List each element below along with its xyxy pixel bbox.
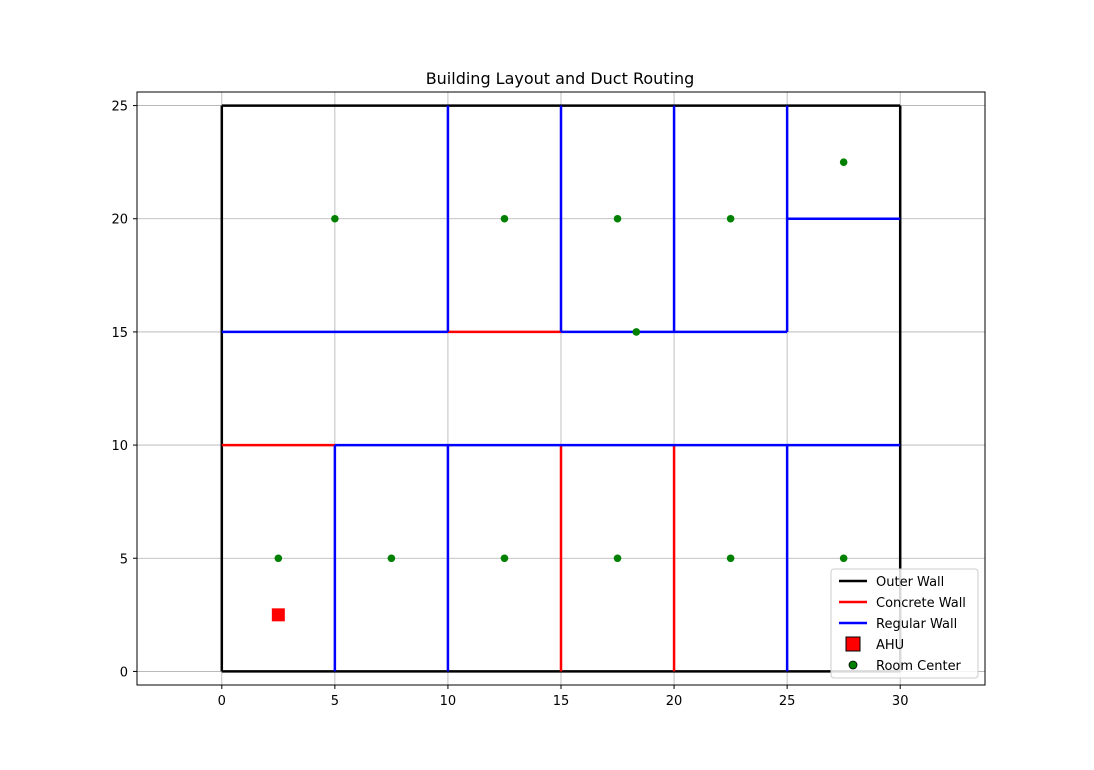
legend-concrete-wall-label: Concrete Wall [876,596,966,611]
room-center-marker [613,214,622,223]
x-tick-label: 10 [440,694,457,709]
x-tick-label: 25 [779,694,796,709]
y-tick-label: 25 [111,100,128,115]
legend-ahu-label: AHU [876,638,904,653]
legend-outer-wall-label: Outer Wall [876,575,944,590]
legend-box [830,568,979,679]
chart-title: Building Layout and Duct Routing [426,69,695,88]
ahu-marker [271,608,285,622]
legend-room-center-label: Room Center [876,659,962,674]
y-tick-label: 15 [111,326,128,341]
y-tick-label: 10 [111,439,128,454]
room-center-marker [726,214,735,223]
room-center-marker [500,554,509,563]
plot-data [220,104,902,673]
room-center-marker [632,328,641,336]
axes: 0 5 10 15 20 25 30 0 5 10 15 20 25 [111,91,986,709]
room-center-marker [839,554,848,563]
room-center-marker [274,554,283,563]
x-tick-label: 20 [666,694,683,709]
room-center-marker [839,158,848,166]
legend: Outer Wall Concrete Wall Regular Wall AHU Ro… [830,568,979,679]
y-tick-label: 0 [120,665,128,680]
legend-ahu-swatch [845,636,861,652]
legend-regular-wall-label: Regular Wall [876,617,957,632]
x-tick-label: 30 [892,694,909,709]
room-center-marker [613,554,622,563]
y-tick-label: 20 [111,213,128,228]
x-tick-label: 5 [331,694,339,709]
x-tick-label: 0 [218,694,226,709]
y-tick-label: 5 [120,552,128,567]
room-center-marker [331,214,339,223]
room-center-marker [500,214,509,223]
legend-room-center-swatch [848,660,858,670]
room-center-marker [726,554,735,563]
x-tick-label: 15 [553,694,570,709]
room-center-marker [387,554,396,563]
